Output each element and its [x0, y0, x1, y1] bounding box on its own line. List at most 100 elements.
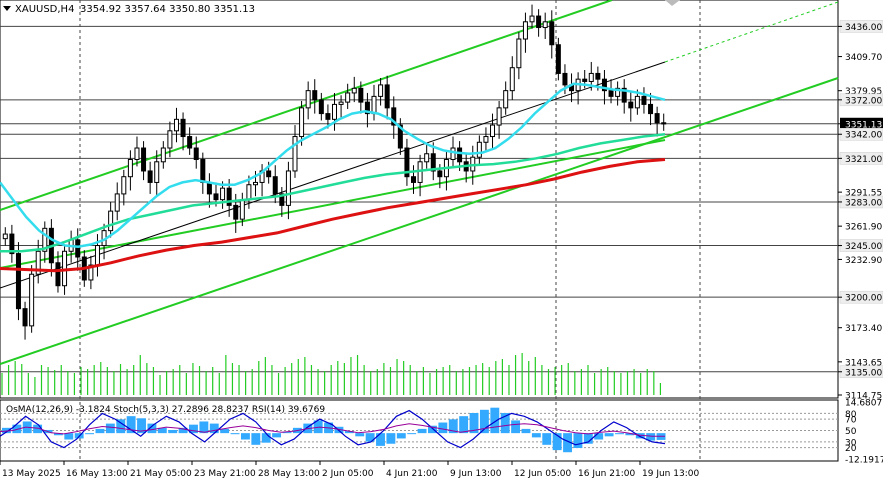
- osma-bar: [417, 428, 427, 434]
- osma-bar: [604, 433, 614, 437]
- candle-body: [601, 78, 607, 92]
- osma-histogram: [2, 407, 666, 453]
- current-price-tag: [840, 117, 883, 130]
- candle-body: [325, 113, 331, 120]
- candle-body: [608, 90, 614, 97]
- y-tick-label: 3321.00: [845, 155, 882, 165]
- osma-bar: [594, 433, 604, 440]
- candle-body: [496, 107, 502, 126]
- osma-bar: [168, 429, 178, 434]
- candle-body: [121, 176, 127, 195]
- candle-body: [437, 170, 443, 178]
- channel-middle-line: [0, 139, 666, 269]
- osma-bar: [95, 428, 105, 434]
- osma-bar: [521, 428, 531, 434]
- candle-body: [160, 147, 166, 163]
- osma-bar: [396, 433, 406, 439]
- osma-bar: [261, 433, 271, 443]
- candle-body: [9, 233, 15, 255]
- candle-body: [483, 136, 489, 143]
- candle-body: [621, 87, 627, 103]
- candle-body: [430, 153, 436, 172]
- x-tick-label: 19 Jun 13:00: [642, 469, 699, 479]
- candle-body: [22, 308, 28, 327]
- osma-bar: [500, 412, 510, 434]
- main-panel: [0, 0, 839, 399]
- osma-bar: [386, 433, 396, 444]
- osma-bar: [531, 433, 541, 438]
- candle-body: [516, 38, 522, 69]
- x-tick-label: 13 May 2025: [2, 469, 61, 479]
- y-tick-label: 3409.70: [845, 53, 882, 63]
- osma-bar: [511, 420, 521, 434]
- candle-body: [588, 72, 594, 82]
- rsi-line: [0, 423, 665, 437]
- chart-header: XAUUSD,H4 3354.92 3357.64 3350.80 3351.1…: [3, 4, 255, 15]
- candle-body: [187, 136, 193, 149]
- osma-bar: [490, 407, 500, 434]
- stochastic-line: [0, 409, 666, 449]
- candle-body: [299, 107, 305, 138]
- osma-bar: [230, 433, 240, 435]
- candle-body: [503, 90, 509, 109]
- candle-body: [127, 158, 133, 178]
- osma-bar: [209, 423, 219, 434]
- osma-bar: [552, 433, 562, 451]
- x-tick-label: 23 May 21:00: [194, 469, 256, 479]
- time-axis: 13 May 2025 16 May 13:00 21 May 05:00 23 Ma…: [0, 461, 699, 479]
- osma-bar: [365, 433, 375, 442]
- y-tick-label: 3232.90: [845, 256, 882, 266]
- symbol-label: XAUUSD,H4: [15, 4, 74, 15]
- osma-bar: [407, 433, 417, 435]
- osma-bar: [189, 424, 198, 434]
- y-tick-label: 3114.75: [845, 392, 882, 402]
- indicator-header: OsMA(12,26,9) -3.1824 Stoch(5,3,3) 27.28…: [6, 405, 325, 415]
- candle-body: [476, 141, 482, 158]
- candle-body: [94, 245, 100, 266]
- candle-body: [549, 21, 555, 46]
- osma-bar: [105, 423, 115, 434]
- candle-body: [279, 193, 285, 206]
- candle-body: [509, 67, 515, 92]
- candle-body: [167, 130, 173, 149]
- osma-bar: [12, 424, 22, 434]
- osma-bar: [625, 433, 635, 436]
- osma-bar: [438, 422, 448, 434]
- candle-body: [266, 170, 272, 178]
- osma-bar: [313, 420, 323, 434]
- osma-bar: [428, 425, 437, 434]
- x-tick-label: 21 May 05:00: [130, 469, 192, 479]
- osma-bar: [178, 427, 188, 434]
- osma-bar: [251, 433, 261, 445]
- candle-body: [29, 273, 35, 327]
- candle-body: [628, 101, 634, 109]
- y-tick-label: 3342.00: [845, 131, 882, 141]
- osma-bar: [459, 416, 469, 434]
- candle-body: [654, 113, 660, 124]
- osma-bar: [240, 433, 250, 440]
- candle-body: [134, 147, 140, 160]
- osma-bar: [64, 433, 74, 440]
- y-tick-label: 3143.65: [845, 358, 882, 368]
- candle-body: [193, 147, 199, 160]
- osma-bar: [635, 433, 645, 439]
- osma-bar: [53, 433, 63, 436]
- one-click-trading-icon[interactable]: [665, 0, 680, 6]
- indicator-tick-label: -12.1917: [845, 456, 883, 466]
- candle-body: [114, 193, 120, 212]
- candle-body: [272, 176, 278, 195]
- ema-slow-line: [0, 158, 666, 273]
- candle-body: [345, 92, 351, 103]
- candle-body: [35, 250, 41, 275]
- osma-bar: [272, 433, 282, 438]
- y-tick-label: 3379.95: [845, 87, 882, 97]
- vertical-gridlines: [79, 0, 701, 461]
- indicator-tick-label: 80: [845, 410, 857, 420]
- thin-trendline-extension: [664, 1, 839, 63]
- candle-body: [411, 176, 417, 183]
- candle-body: [226, 187, 232, 206]
- volume-bars: [1, 353, 662, 395]
